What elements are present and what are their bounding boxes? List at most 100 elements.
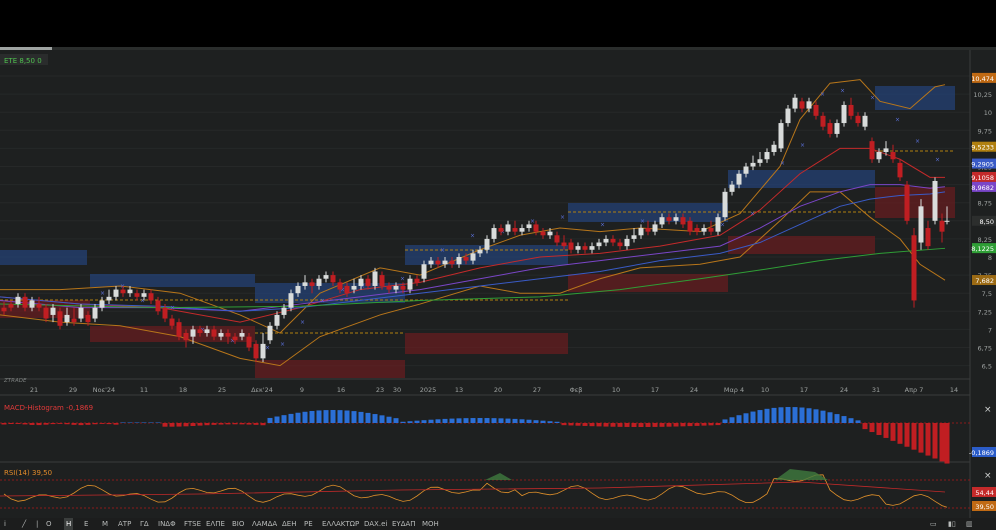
date-tick-label: 13 — [455, 386, 463, 394]
candle-down — [365, 278, 371, 286]
cursor-tool-icon[interactable]: ⅰ — [4, 520, 6, 528]
candle-down — [799, 101, 805, 109]
toolbar-tab[interactable]: ΡΕ — [304, 520, 313, 528]
macd-bar — [939, 423, 945, 462]
price-tick-label: 8,75 — [978, 200, 992, 208]
candle-down — [694, 228, 700, 232]
macd-bar — [50, 423, 56, 425]
macd-bar — [29, 423, 35, 425]
draw-line-icon[interactable]: ╱ — [22, 520, 27, 528]
candle-up — [484, 238, 490, 250]
price-tag-bg — [972, 72, 996, 83]
macd-bar — [155, 422, 161, 423]
toolbar-tab[interactable]: ΛΑΜΔΑ — [252, 520, 278, 528]
macd-tag-label: -0,1869 — [969, 449, 994, 457]
date-tick-label: 24 — [840, 386, 848, 394]
macd-bar — [330, 410, 336, 423]
symbol-label[interactable]: ETE 8,50 0 — [4, 57, 42, 65]
macd-bar — [932, 423, 938, 459]
toolbar-tab[interactable]: DAX.ei — [364, 520, 388, 528]
candle-up — [876, 152, 882, 160]
loading-progress-fill — [0, 47, 52, 50]
candle-down — [253, 343, 259, 359]
candle-down — [463, 257, 469, 261]
macd-bar — [687, 423, 693, 427]
price-tick-label: 9,75 — [978, 127, 992, 135]
macd-bar — [218, 423, 224, 425]
price-tick-label: 6,75 — [978, 345, 992, 353]
toolbar-tab[interactable]: ΓΔ — [140, 520, 149, 528]
stock-chart[interactable]: × × × × × × × × × × × × × × × × × × × × × × × × × × × × × × × ETE 8,50… — [0, 50, 996, 518]
sar-marker: × — [300, 319, 305, 326]
toolbar-tab[interactable]: Η — [64, 518, 74, 530]
candle-down — [561, 242, 567, 247]
candle-down — [134, 293, 140, 297]
axis-value-tags: 10,474 9,5233 9,2905 9,1058 8,9682 8,50 8,1225… — [969, 72, 996, 511]
macd-bar — [582, 423, 588, 426]
sar-marker: × — [320, 297, 325, 304]
sar-marker: × — [640, 218, 645, 225]
toolbar-tab[interactable]: Ο — [46, 520, 52, 528]
resistance-zone — [90, 274, 255, 287]
sar-marker: × — [935, 156, 940, 163]
macd-bar — [764, 408, 770, 423]
toolbar-tab[interactable]: ΕΛΛΑΚΤΩΡ — [322, 520, 360, 528]
symbol-label-bg — [0, 54, 48, 65]
macd-bar — [477, 418, 483, 423]
price-tick-label: 10,25 — [973, 91, 992, 99]
candle-up — [519, 228, 525, 232]
moving-average-green — [0, 247, 946, 309]
date-axis: 21 29 Νοε'24 11 18 25 Δεκ'24 9 16 23 30 2025 13 20 27 Φ… — [30, 386, 958, 394]
candle-up — [421, 264, 427, 279]
macd-bar — [680, 423, 686, 427]
toolbar-tab[interactable]: Μ — [102, 520, 109, 528]
price-tag-bg — [972, 215, 996, 226]
macd-bar — [15, 423, 21, 424]
sar-marker: × — [200, 326, 205, 333]
candle-down — [232, 336, 238, 341]
bar-chart-icon[interactable]: ▮▯ — [948, 520, 956, 528]
moving-average-blue — [0, 191, 946, 312]
macd-bar — [512, 418, 518, 423]
toolbar-tab[interactable]: Ε — [84, 520, 89, 528]
rsi-tag-bg — [972, 501, 996, 511]
price-tag-label: 7,682 — [975, 277, 994, 285]
toolbar-tab[interactable]: FTSE — [184, 520, 202, 528]
macd-bar — [316, 410, 322, 423]
macd-bar — [869, 423, 875, 433]
macd-bar — [421, 420, 427, 423]
chart-type-icon[interactable]: ▭ — [930, 520, 937, 528]
candle-down — [36, 304, 42, 308]
toolbar-tab[interactable]: ΕΥΔΑΠ — [392, 520, 416, 528]
resistance-zone — [875, 86, 955, 110]
macd-bar — [295, 412, 301, 423]
price-tag-label: 9,2905 — [971, 161, 994, 169]
date-tick-label: 17 — [800, 386, 808, 394]
toolbar-tab[interactable]: ΑΤΡ — [118, 520, 132, 528]
toolbar-tab[interactable]: ΕΛΠΕ — [206, 520, 225, 528]
price-tick-label: 10 — [984, 109, 992, 117]
candle-up — [757, 159, 763, 163]
toolbar-tab[interactable]: ΙΝΔΦ — [158, 520, 176, 528]
macd-bar — [442, 418, 448, 423]
date-tick-label: 24 — [690, 386, 698, 394]
date-tick-label: 10 — [761, 386, 769, 394]
sar-marker: × — [340, 287, 345, 294]
date-tick-label: 29 — [69, 386, 77, 394]
toolbar-tab[interactable]: ΜΟΗ — [422, 520, 439, 528]
candle-down — [197, 329, 203, 334]
toolbar-tab[interactable]: ΒΙΟ — [232, 520, 245, 528]
candle-down — [827, 123, 833, 134]
resistance-zone — [0, 250, 87, 265]
macd-close-button[interactable]: × — [984, 405, 992, 415]
rsi-close-button[interactable]: × — [984, 471, 992, 481]
macd-bar — [64, 423, 70, 425]
toolbar-tab[interactable]: ΔΕΗ — [282, 520, 297, 528]
layout-icon[interactable]: ▥ — [966, 520, 973, 528]
macd-bar — [239, 423, 245, 425]
sar-marker: × — [870, 95, 875, 102]
sar-marker: × — [360, 283, 365, 290]
macd-bar — [799, 407, 805, 423]
candle-down — [155, 300, 161, 312]
candle-down — [813, 104, 819, 116]
